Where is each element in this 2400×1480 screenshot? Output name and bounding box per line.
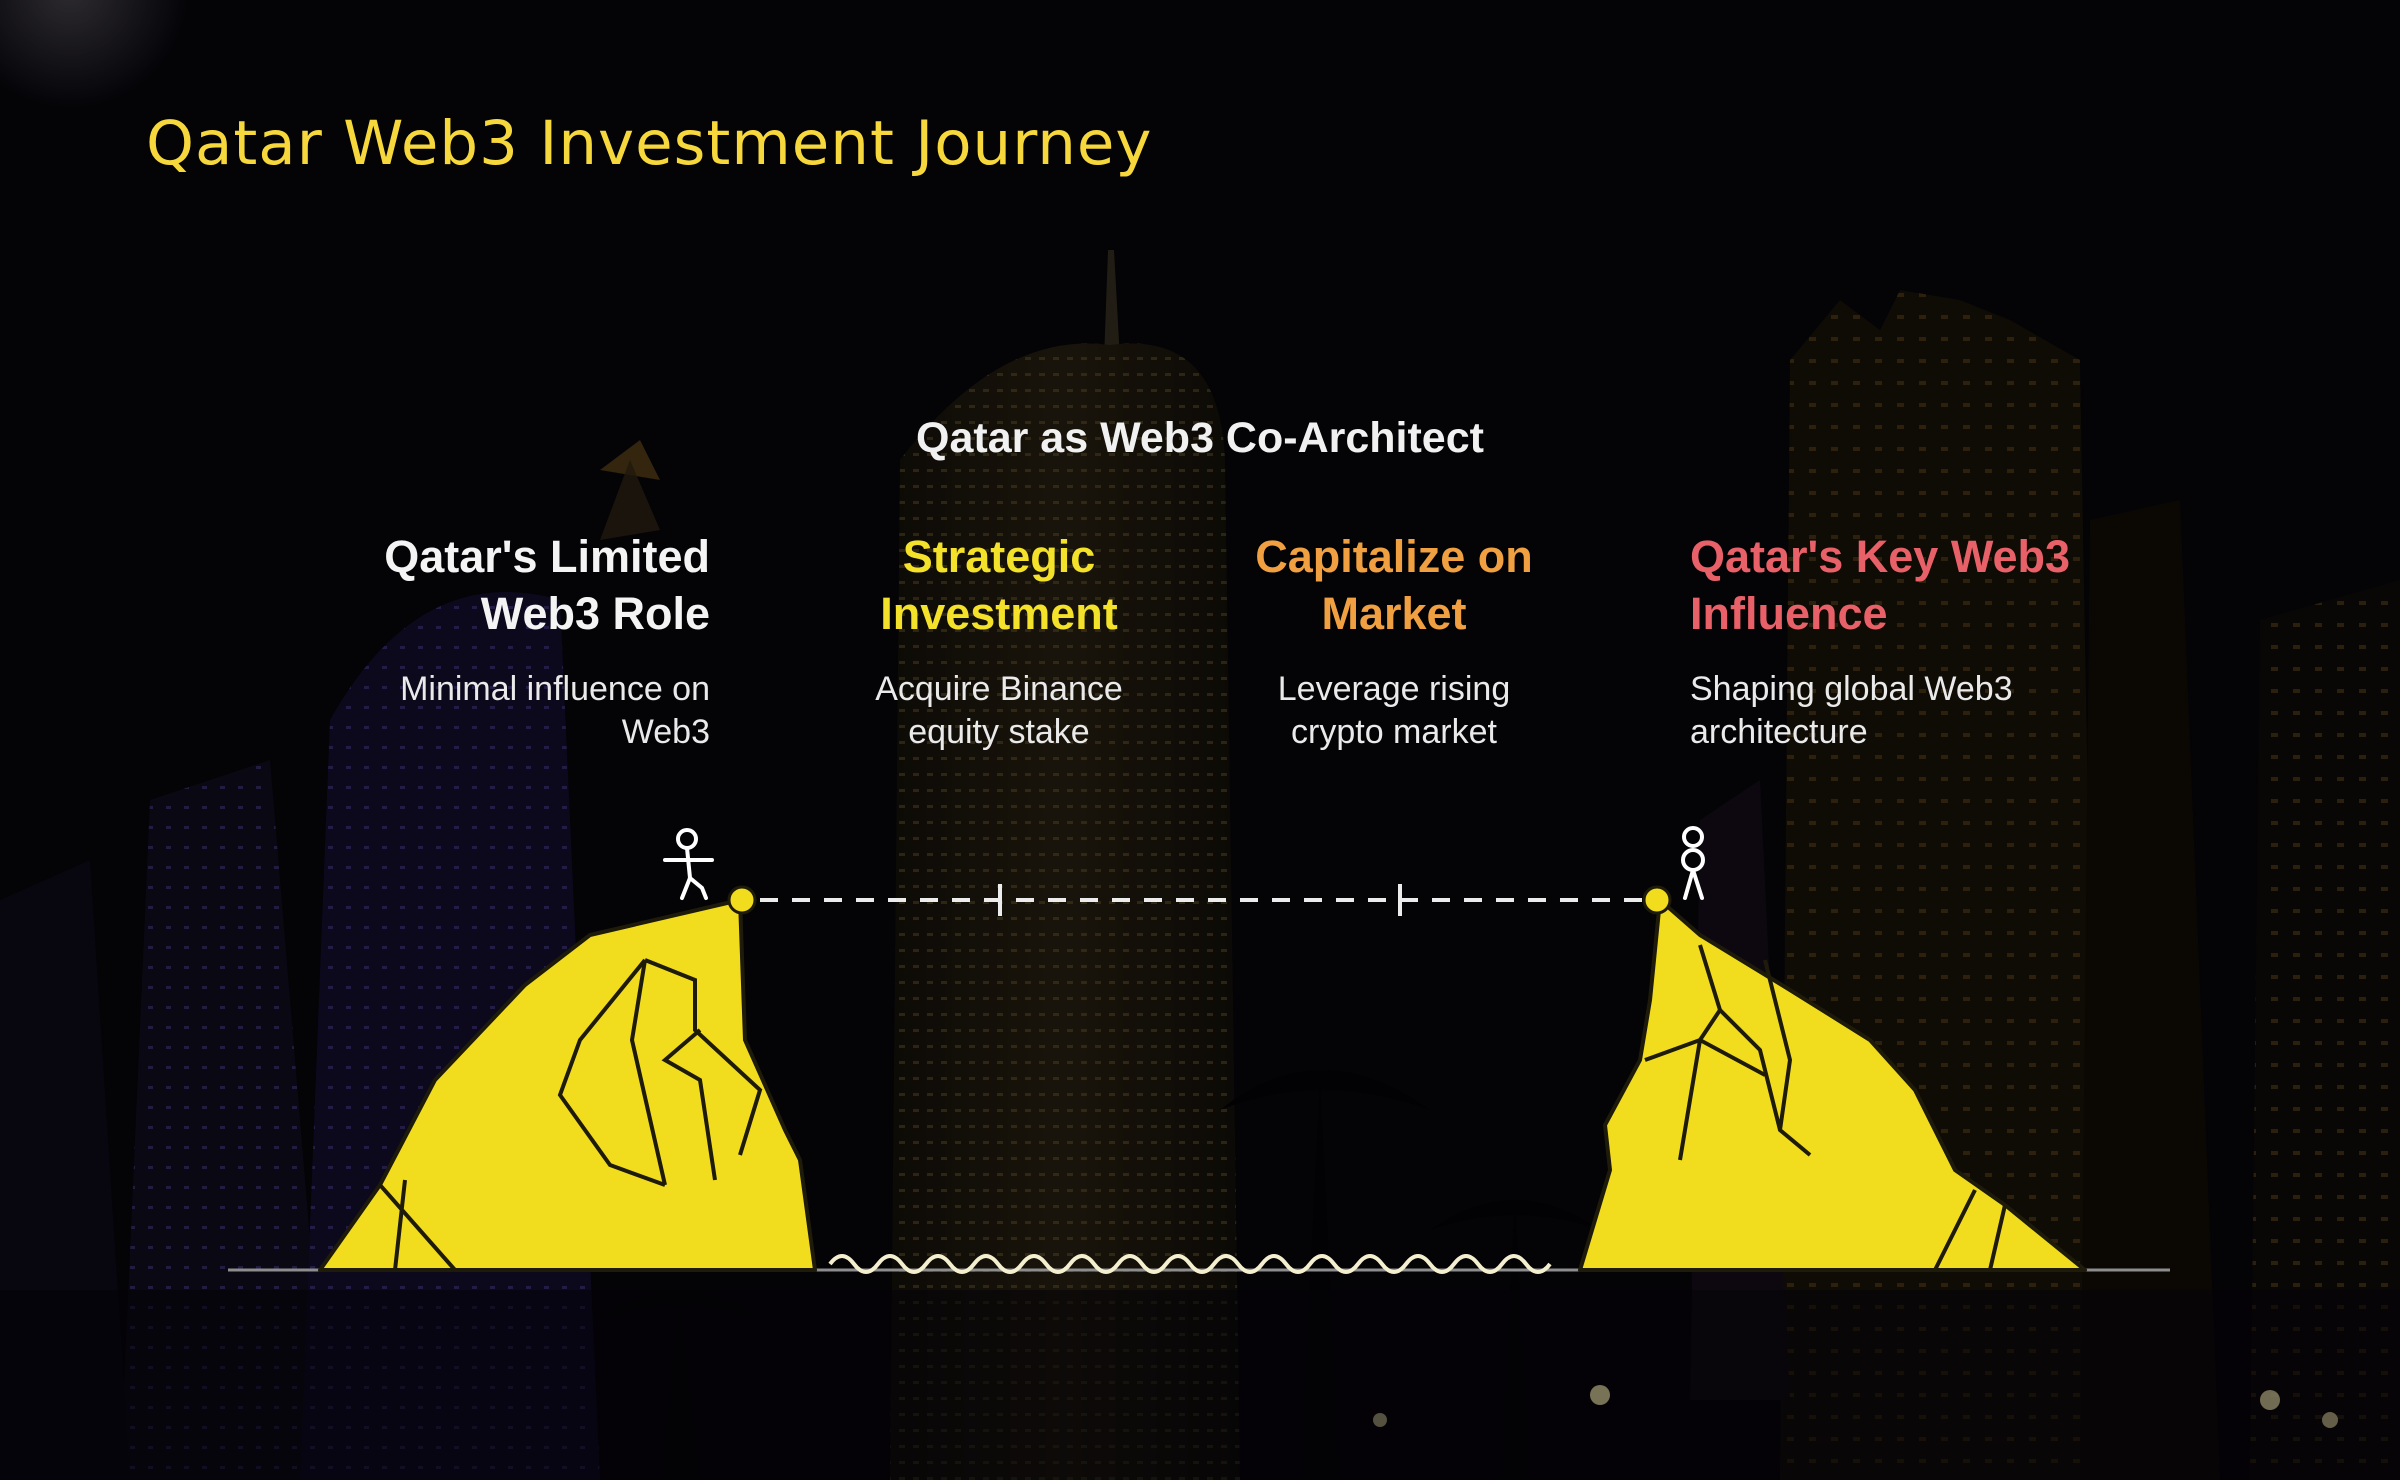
stick-figure-icon xyxy=(1681,826,1705,900)
stage-capitalize-market: Capitalize on Market Leverage rising cry… xyxy=(1194,528,1594,754)
left-cliff-icon xyxy=(318,898,817,1272)
stage-description: Shaping global Web3 architecture xyxy=(1690,670,2013,751)
central-tower xyxy=(890,250,1240,1480)
stage-heading: Strategic Investment xyxy=(880,531,1118,639)
stage-heading: Qatar's Key Web3 Influence xyxy=(1690,531,2071,639)
moon-glow xyxy=(0,0,190,110)
stage-key-influence: Qatar's Key Web3 Influence Shaping globa… xyxy=(1690,528,2130,754)
stage-heading: Qatar's Limited Web3 Role xyxy=(384,531,710,639)
stage-strategic-investment: Strategic Investment Acquire Binance equ… xyxy=(799,528,1199,754)
right-anchor-dot xyxy=(1642,885,1672,915)
stage-description: Acquire Binance equity stake xyxy=(875,670,1123,751)
stage-description: Minimal influence on Web3 xyxy=(400,670,710,751)
diagram-title: Qatar as Web3 Co-Architect xyxy=(916,414,1484,462)
stage-limited-role: Qatar's Limited Web3 Role Minimal influe… xyxy=(310,528,710,754)
bridge-rope xyxy=(727,884,1672,916)
stage-description: Leverage rising crypto market xyxy=(1277,670,1511,751)
right-cliff-icon xyxy=(1578,898,2087,1272)
stick-figure-icon xyxy=(663,828,714,900)
stage-heading: Capitalize on Market xyxy=(1255,531,1533,639)
slide-title: Qatar Web3 Investment Journey xyxy=(146,108,1153,179)
left-anchor-dot xyxy=(727,885,757,915)
water-wave-icon xyxy=(828,1254,1552,1274)
street-lights xyxy=(1373,1385,2338,1428)
